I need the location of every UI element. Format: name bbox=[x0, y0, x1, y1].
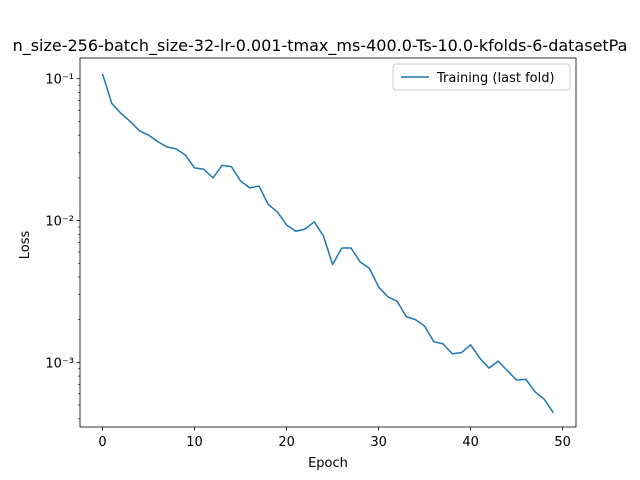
x-tick-label: 10 bbox=[186, 435, 203, 450]
x-axis-label: Epoch bbox=[308, 456, 348, 471]
x-tick-label: 40 bbox=[462, 435, 479, 450]
axes-frame bbox=[79, 57, 577, 428]
x-tick-label: 30 bbox=[370, 435, 387, 450]
x-tick-label: 50 bbox=[554, 435, 571, 450]
x-tick-label: 0 bbox=[98, 435, 106, 450]
y-tick-label: 10⁻² bbox=[45, 215, 74, 230]
series-line bbox=[101, 73, 555, 414]
y-tick-label: 10⁻³ bbox=[45, 356, 74, 371]
plot-area: 10⁻³ 10⁻² 10⁻¹ 0 10 20 30 40 50 Training (last fo… bbox=[45, 57, 577, 450]
y-axis-label: Loss bbox=[18, 231, 33, 260]
legend-label: Training (last fold) bbox=[436, 71, 555, 86]
y-tick-label: 10⁻¹ bbox=[45, 73, 74, 88]
x-tick-label: 20 bbox=[278, 435, 295, 450]
legend-box bbox=[392, 63, 571, 91]
chart-title: n_size-256-batch_size-32-lr-0.001-tmax_m… bbox=[13, 36, 628, 56]
